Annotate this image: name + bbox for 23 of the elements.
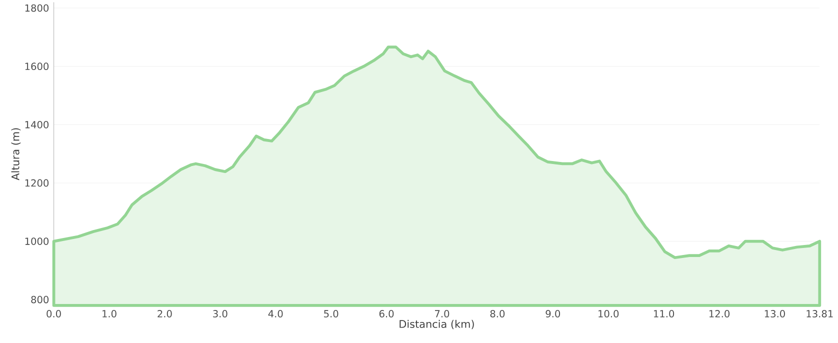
x-tick-label: 3.0: [213, 310, 228, 318]
x-tick-label: 11.0: [654, 310, 674, 318]
x-tick-label: 13.0: [764, 310, 785, 318]
x-tick-label: 5.0: [324, 310, 338, 318]
x-tick-label: 0.0: [46, 310, 61, 318]
x-tick-label: 6.0: [379, 310, 394, 318]
x-tick-label: 8.0: [490, 310, 505, 318]
x-tick-label: 12.0: [709, 310, 730, 318]
x-tick-label: 2.0: [158, 310, 172, 318]
y-tick-label: 1200: [25, 179, 49, 187]
y-axis-title: Altura (m): [11, 128, 21, 180]
y-tick-label: 1800: [25, 4, 49, 12]
x-tick-label: 9.0: [546, 310, 560, 318]
x-axis-title: Distancia (km): [400, 320, 474, 330]
y-tick-label: 800: [31, 296, 49, 304]
x-tick-label: 13.81: [806, 310, 833, 318]
y-tick-label: 1400: [25, 121, 49, 129]
x-tick-label: 7.0: [435, 310, 450, 318]
x-tick-label: 1.0: [102, 310, 116, 318]
x-tick-label: 4.0: [268, 310, 283, 318]
y-tick-label: 1600: [25, 62, 49, 70]
x-tick-label: 10.0: [598, 310, 619, 318]
y-tick-label: 1000: [25, 238, 49, 246]
